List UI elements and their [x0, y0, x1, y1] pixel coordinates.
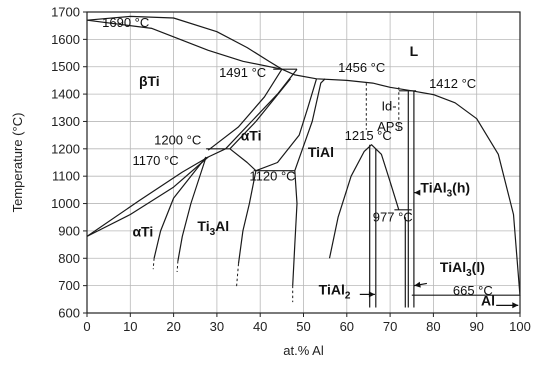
- temperature-annotation: 665 °C: [453, 283, 493, 298]
- x-tick-label: 60: [340, 319, 354, 334]
- x-tick-label: 100: [509, 319, 531, 334]
- boundary-solidus-bTi: [86, 19, 283, 70]
- phase-label: TiAl: [308, 144, 334, 160]
- x-tick-label: 0: [83, 319, 90, 334]
- boundary-b-solvus-left: [86, 156, 209, 237]
- x-tick-label: 50: [296, 319, 310, 334]
- x-tick-label: 70: [383, 319, 397, 334]
- phase-label: Ti3Al: [197, 218, 229, 238]
- boundary-TiAl-left-bound: [255, 78, 318, 172]
- y-tick-label: 1200: [51, 141, 80, 156]
- x-tick-label: 10: [123, 319, 137, 334]
- y-tick-label: 1700: [51, 5, 80, 20]
- y-tick-label: 700: [58, 278, 80, 293]
- y-tick-label: 1000: [51, 196, 80, 211]
- arrow-TiAl3l: [414, 281, 428, 288]
- temperature-annotation: 977 °C: [373, 209, 413, 224]
- arrows: [359, 189, 519, 309]
- phase-label: TiAl2: [319, 281, 351, 301]
- region-label: Id-: [381, 99, 396, 114]
- y-tick-label: 1600: [51, 32, 80, 47]
- phase-label: L: [410, 43, 419, 59]
- boundary-a-TiAl-right: [225, 68, 298, 150]
- temperature-annotation: 1690 °C: [102, 15, 149, 30]
- plot-frame: [86, 11, 521, 314]
- boundary-TiAl2-dome: [328, 144, 400, 259]
- x-tick-label: 80: [426, 319, 440, 334]
- arrow-TiAl2: [359, 291, 375, 298]
- x-axis-label: at.% Al: [283, 343, 324, 358]
- dashed-Ti3Al-ext: [235, 263, 239, 289]
- y-tick-label: 1100: [52, 169, 80, 184]
- labels: 1690 °C 1491 °C 1456 °C 1412 °C 1200 °C 1170 …: [102, 15, 495, 308]
- x-tick-label: 90: [469, 319, 483, 334]
- x-tick-label: 30: [210, 319, 224, 334]
- boundary-aTi-solvus: [153, 156, 207, 259]
- phase-label: Al: [481, 292, 495, 308]
- temperature-annotation: 1200 °C: [154, 133, 201, 148]
- y-tick-label: 1400: [51, 87, 80, 102]
- y-tick-label: 600: [58, 306, 80, 321]
- region-label: APS: [377, 119, 403, 134]
- boundary-TiAl-right-lower: [292, 170, 298, 286]
- ticks: 0 10 20 30 40 50 60 70 80 90 100 600 700 800 900 1000 11…: [51, 5, 531, 335]
- y-tick-label: 800: [58, 251, 80, 266]
- boundary-Ti3Al-right-lower: [237, 170, 257, 264]
- dashed-boundaries: [152, 83, 400, 303]
- y-axis-label: Temperature (°C): [10, 113, 25, 213]
- x-tick-label: 20: [166, 319, 180, 334]
- temperature-annotation: 1412 °C: [429, 76, 476, 91]
- boundary-a-Ti3Al-down: [229, 148, 257, 172]
- dashed-Ti3Al-left-ext: [176, 260, 179, 273]
- phase-label: βTi: [139, 73, 160, 89]
- arrow-Al: [496, 302, 519, 309]
- boundary-b-a-lower: [86, 148, 226, 237]
- dashed-aTi-ext: [152, 258, 155, 270]
- phase-label: αTi: [132, 223, 153, 239]
- boundary-b-a-upper: [207, 68, 283, 151]
- temperature-annotation: 1120 °C: [249, 168, 295, 183]
- x-tick-label: 40: [253, 319, 267, 334]
- phase-label: TiAl3(l): [440, 259, 485, 279]
- arrow-TiAl3h: [414, 189, 421, 196]
- temperature-annotation: 1170 °C: [132, 153, 178, 168]
- y-tick-label: 1500: [51, 59, 80, 74]
- y-tick-label: 900: [58, 223, 80, 238]
- temperature-annotation: 1491 °C: [219, 65, 266, 80]
- boundary-Ti3Al-left: [177, 156, 207, 262]
- phase-label: TiAl3(h): [420, 180, 470, 200]
- boundary-a-TiAl-left: [229, 78, 291, 150]
- phase-label: αTi: [241, 128, 262, 144]
- temperature-annotation: 1215 °C: [345, 128, 392, 143]
- boundary-liquidus: [86, 15, 521, 297]
- boundary-TiAl-right-upper: [294, 78, 326, 171]
- temperature-annotation: 1456 °C: [338, 60, 385, 75]
- y-tick-label: 1300: [51, 114, 80, 129]
- phase-boundaries: [86, 15, 521, 308]
